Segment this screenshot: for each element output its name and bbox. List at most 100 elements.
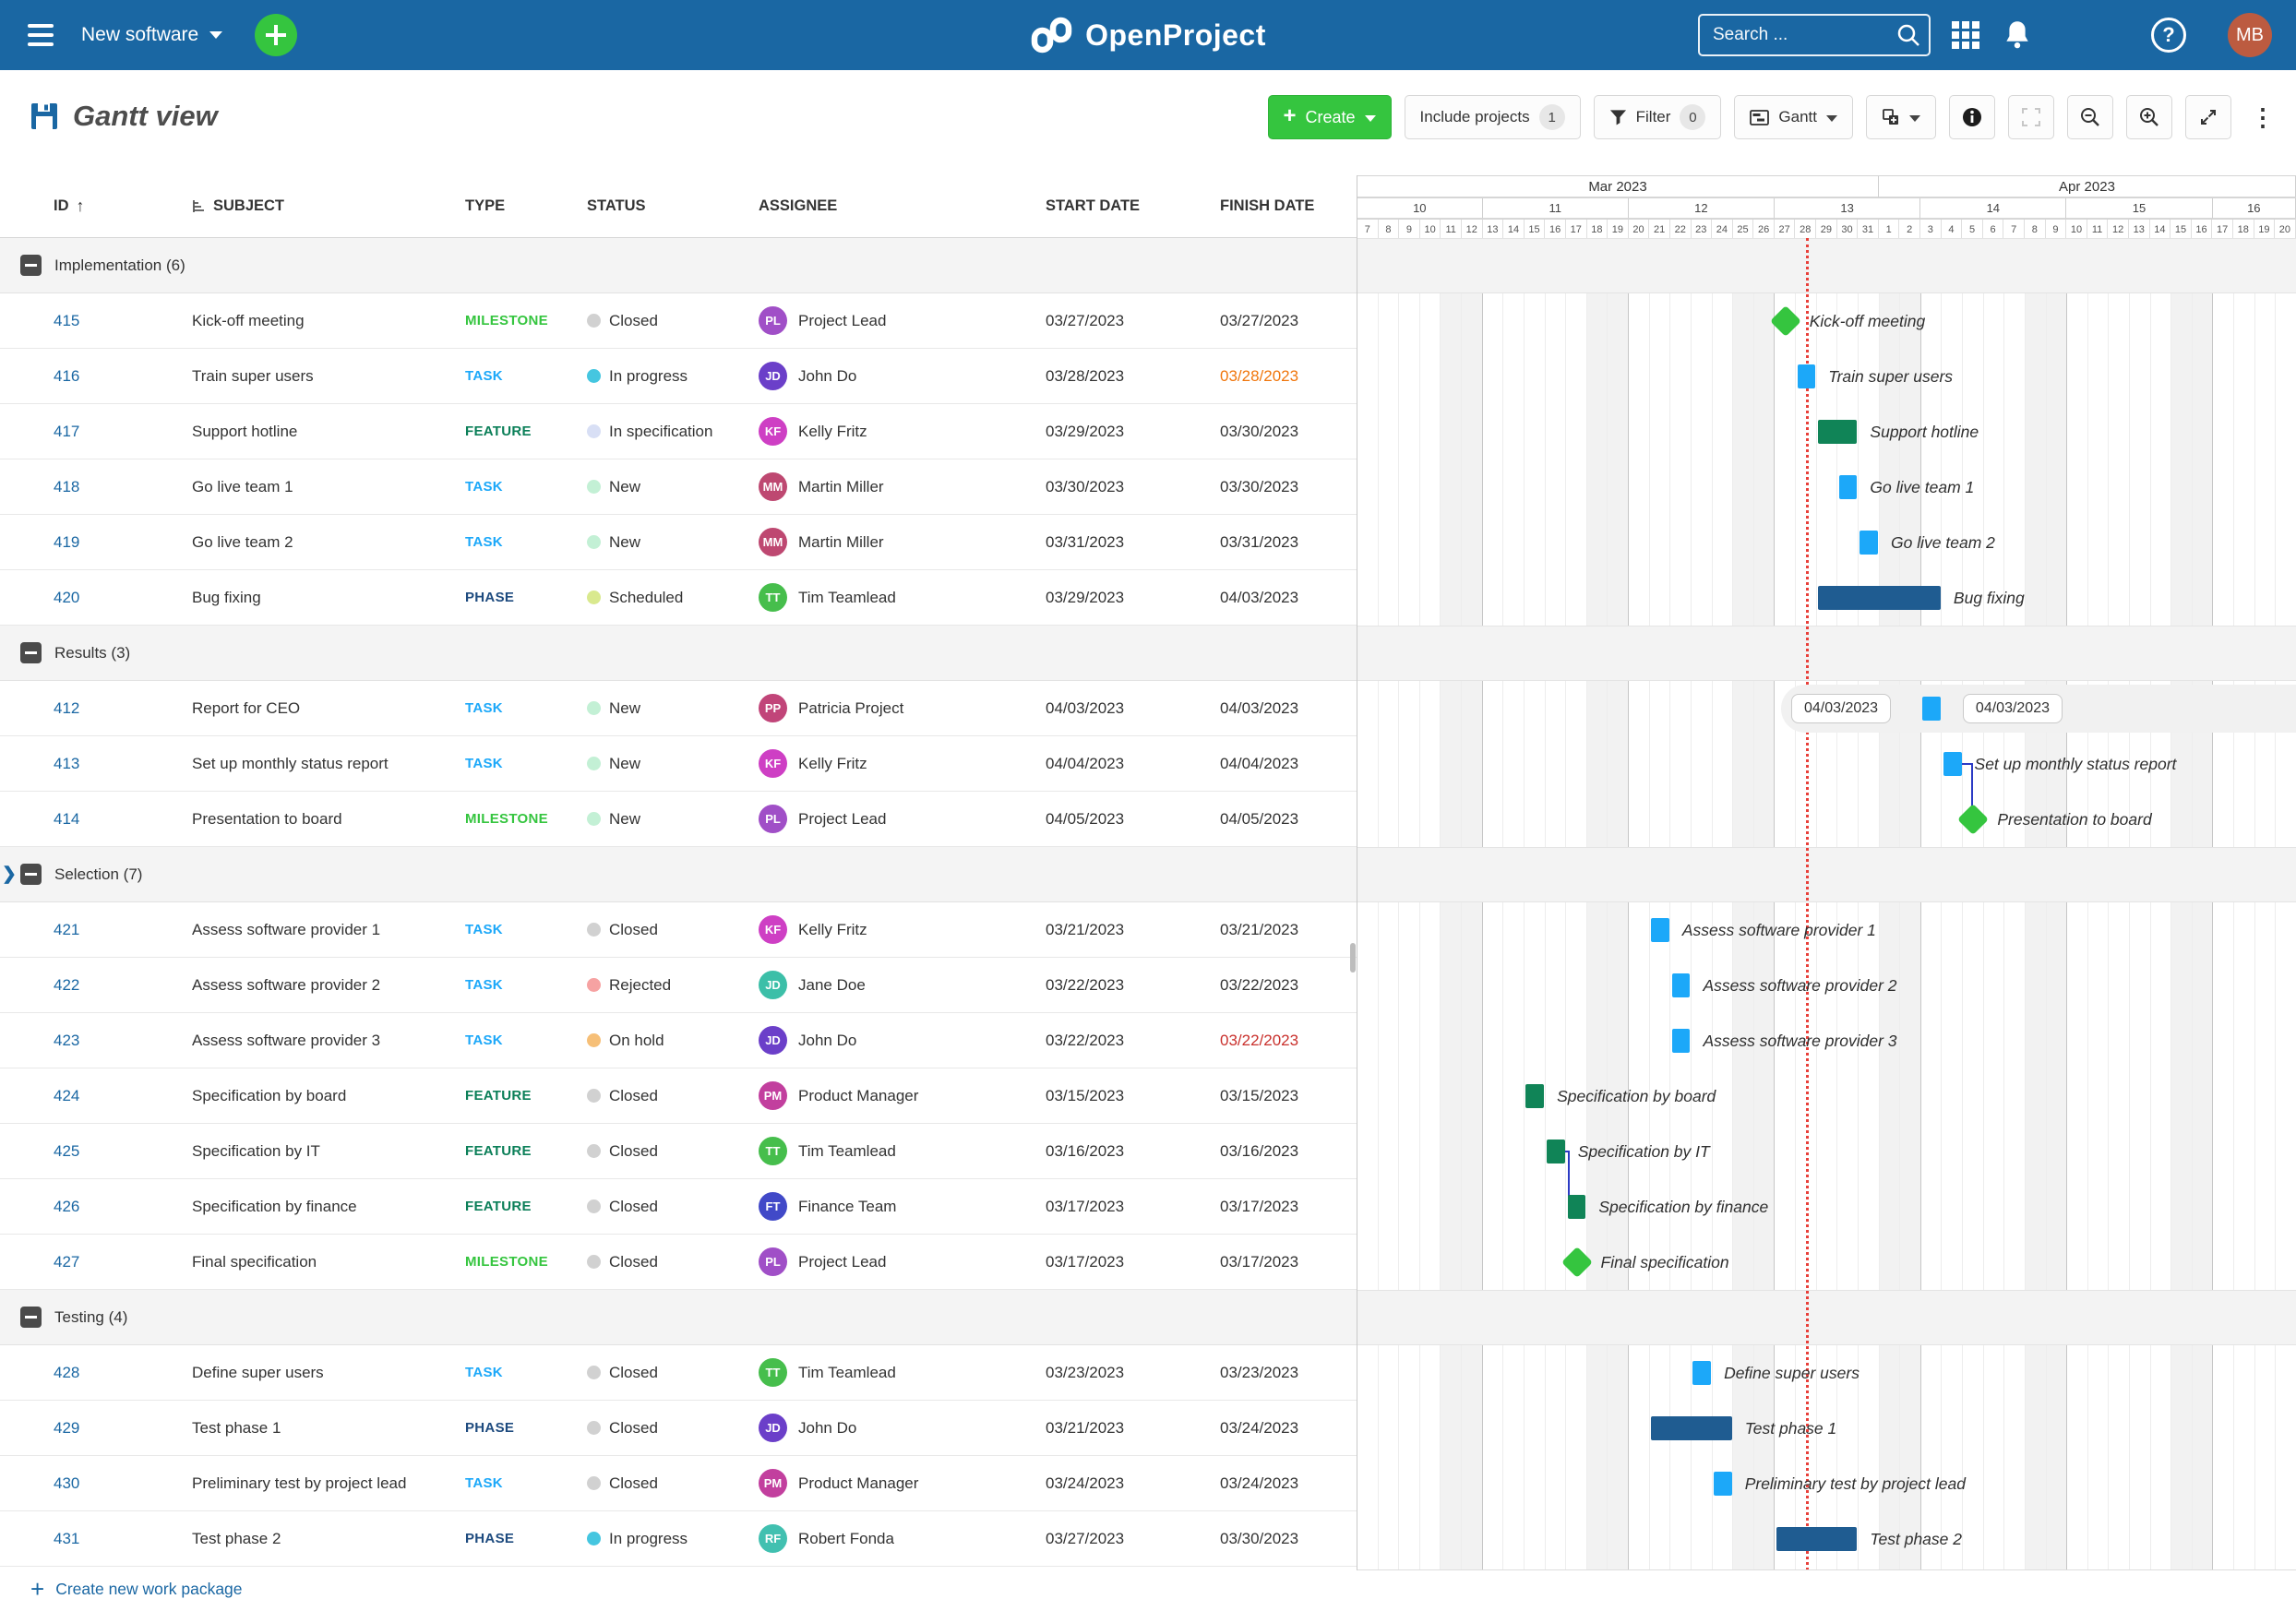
assignee-name[interactable]: Product Manager bbox=[798, 1086, 919, 1104]
task-bar[interactable] bbox=[1671, 973, 1691, 997]
quick-add-button[interactable] bbox=[255, 14, 297, 56]
assignee-name[interactable]: Kelly Fritz bbox=[798, 422, 867, 440]
work-package-subject[interactable]: Report for CEO bbox=[192, 698, 301, 717]
phase-bar[interactable] bbox=[1818, 586, 1941, 610]
work-package-id-link[interactable]: 419 bbox=[54, 532, 80, 551]
user-avatar[interactable]: MB bbox=[2228, 13, 2272, 57]
assignee-name[interactable]: Martin Miller bbox=[798, 477, 884, 495]
table-row[interactable]: 426 Specification by finance FEATURE Closed… bbox=[0, 1179, 1357, 1235]
finish-date-chip[interactable]: 04/03/2023 bbox=[1962, 694, 2063, 723]
work-package-subject[interactable]: Assess software provider 3 bbox=[192, 1031, 381, 1049]
phase-bar[interactable] bbox=[1776, 1527, 1858, 1551]
work-package-subject[interactable]: Go live team 2 bbox=[192, 532, 293, 551]
table-row[interactable]: 412 Report for CEO TASK New PP Patricia Proje… bbox=[0, 681, 1357, 736]
work-package-subject[interactable]: Test phase 2 bbox=[192, 1529, 281, 1547]
task-bar[interactable] bbox=[1860, 531, 1879, 555]
search-icon[interactable] bbox=[1895, 22, 1921, 48]
zoom-auto-button[interactable] bbox=[2185, 95, 2231, 139]
table-timeline-splitter-handle[interactable] bbox=[1350, 943, 1356, 973]
save-view-icon[interactable] bbox=[30, 102, 58, 130]
work-package-id-link[interactable]: 425 bbox=[54, 1141, 80, 1160]
info-button[interactable] bbox=[1949, 95, 1995, 139]
work-package-id-link[interactable]: 423 bbox=[54, 1031, 80, 1049]
work-package-subject[interactable]: Preliminary test by project lead bbox=[192, 1474, 407, 1492]
feature-bar[interactable] bbox=[1525, 1084, 1545, 1108]
gantt-settings-button[interactable] bbox=[1866, 95, 1936, 139]
work-package-id-link[interactable]: 422 bbox=[54, 975, 80, 994]
table-row[interactable]: 419 Go live team 2 TASK New MM Martin Miller 0… bbox=[0, 515, 1357, 570]
feature-bar[interactable] bbox=[1818, 420, 1858, 444]
hamburger-menu-icon[interactable] bbox=[28, 22, 55, 48]
more-options-button[interactable]: ⋮ bbox=[2251, 102, 2275, 131]
assignee-name[interactable]: Kelly Fritz bbox=[798, 754, 867, 772]
column-header-start-date[interactable]: START DATE bbox=[1046, 197, 1141, 214]
collapse-group-button[interactable] bbox=[20, 1307, 42, 1328]
work-package-id-link[interactable]: 428 bbox=[54, 1363, 80, 1381]
work-package-subject[interactable]: Set up monthly status report bbox=[192, 754, 389, 772]
work-package-subject[interactable]: Test phase 1 bbox=[192, 1418, 281, 1437]
task-bar[interactable] bbox=[1797, 364, 1816, 388]
collapse-group-button[interactable] bbox=[20, 642, 42, 663]
work-package-id-link[interactable]: 416 bbox=[54, 366, 80, 385]
work-package-id-link[interactable]: 421 bbox=[54, 920, 80, 938]
column-header-subject[interactable]: SUBJECT bbox=[192, 197, 465, 215]
work-package-id-link[interactable]: 430 bbox=[54, 1474, 80, 1492]
assignee-name[interactable]: John Do bbox=[798, 366, 857, 385]
table-row[interactable]: 420 Bug fixing PHASE Scheduled TT Tim Teamlea… bbox=[0, 570, 1357, 626]
task-bar[interactable] bbox=[1922, 697, 1941, 721]
search-input[interactable] bbox=[1698, 14, 1931, 56]
work-package-id-link[interactable]: 413 bbox=[54, 754, 80, 772]
task-bar[interactable] bbox=[1651, 918, 1669, 942]
collapse-group-button[interactable] bbox=[20, 255, 42, 276]
work-package-id-link[interactable]: 414 bbox=[54, 809, 80, 828]
work-package-subject[interactable]: Train super users bbox=[192, 366, 314, 385]
table-row[interactable]: 415 Kick-off meeting MILESTONE Closed PL Proj… bbox=[0, 293, 1357, 349]
work-package-id-link[interactable]: 424 bbox=[54, 1086, 80, 1104]
work-package-id-link[interactable]: 429 bbox=[54, 1418, 80, 1437]
group-row[interactable]: Results (3) bbox=[0, 626, 1357, 681]
table-row[interactable]: 417 Support hotline FEATURE In specificatio… bbox=[0, 404, 1357, 459]
work-package-subject[interactable]: Specification by IT bbox=[192, 1141, 320, 1160]
group-row[interactable]: Testing (4) bbox=[0, 1290, 1357, 1345]
table-row[interactable]: 424 Specification by board FEATURE Closed PM… bbox=[0, 1068, 1357, 1124]
work-package-subject[interactable]: Assess software provider 1 bbox=[192, 920, 381, 938]
table-row[interactable]: 416 Train super users TASK In progress JD Joh… bbox=[0, 349, 1357, 404]
include-projects-button[interactable]: Include projects 1 bbox=[1404, 95, 1581, 139]
table-row[interactable]: 423 Assess software provider 3 TASK On hold… bbox=[0, 1013, 1357, 1068]
table-row[interactable]: 414 Presentation to board MILESTONE New PL Pr… bbox=[0, 792, 1357, 847]
gantt-mode-button[interactable]: Gantt bbox=[1734, 95, 1853, 139]
hierarchy-icon[interactable] bbox=[192, 199, 206, 213]
task-bar[interactable] bbox=[1943, 752, 1962, 776]
column-header-type[interactable]: TYPE bbox=[465, 197, 506, 214]
table-row[interactable]: 431 Test phase 2 PHASE In progress RF Robert … bbox=[0, 1511, 1357, 1567]
assignee-name[interactable]: Product Manager bbox=[798, 1474, 919, 1492]
project-select-menu[interactable]: New software bbox=[81, 0, 223, 70]
assignee-name[interactable]: Kelly Fritz bbox=[798, 920, 867, 938]
column-header-status[interactable]: STATUS bbox=[587, 197, 646, 214]
assignee-name[interactable]: Project Lead bbox=[798, 1252, 887, 1271]
group-row[interactable]: ❯ Selection (7) bbox=[0, 847, 1357, 902]
assignee-name[interactable]: Project Lead bbox=[798, 311, 887, 329]
work-package-subject[interactable]: Final specification bbox=[192, 1252, 317, 1271]
assignee-name[interactable]: Finance Team bbox=[798, 1197, 897, 1215]
task-bar[interactable] bbox=[1714, 1472, 1732, 1496]
column-header-assignee[interactable]: ASSIGNEE bbox=[759, 197, 838, 214]
work-package-id-link[interactable]: 431 bbox=[54, 1529, 80, 1547]
work-package-id-link[interactable]: 420 bbox=[54, 588, 80, 606]
table-row[interactable]: 413 Set up monthly status report TASK New KF… bbox=[0, 736, 1357, 792]
collapse-view-button[interactable] bbox=[2008, 95, 2054, 139]
table-row[interactable]: 428 Define super users TASK Closed TT Tim Tea… bbox=[0, 1345, 1357, 1401]
help-button[interactable]: ? bbox=[2147, 0, 2191, 70]
task-bar[interactable] bbox=[1692, 1361, 1712, 1385]
work-package-id-link[interactable]: 417 bbox=[54, 422, 80, 440]
table-row[interactable]: 422 Assess software provider 2 TASK Rejecte… bbox=[0, 958, 1357, 1013]
expand-chevron-icon[interactable]: ❯ bbox=[2, 865, 17, 884]
table-row[interactable]: 429 Test phase 1 PHASE Closed JD John Do 03/21… bbox=[0, 1401, 1357, 1456]
assignee-name[interactable]: Tim Teamlead bbox=[798, 1363, 896, 1381]
work-package-subject[interactable]: Go live team 1 bbox=[192, 477, 293, 495]
work-package-subject[interactable]: Specification by board bbox=[192, 1086, 347, 1104]
assignee-name[interactable]: John Do bbox=[798, 1418, 857, 1437]
assignee-name[interactable]: Patricia Project bbox=[798, 698, 904, 717]
work-package-subject[interactable]: Define super users bbox=[192, 1363, 324, 1381]
table-row[interactable]: 425 Specification by IT FEATURE Closed TT Tim… bbox=[0, 1124, 1357, 1179]
